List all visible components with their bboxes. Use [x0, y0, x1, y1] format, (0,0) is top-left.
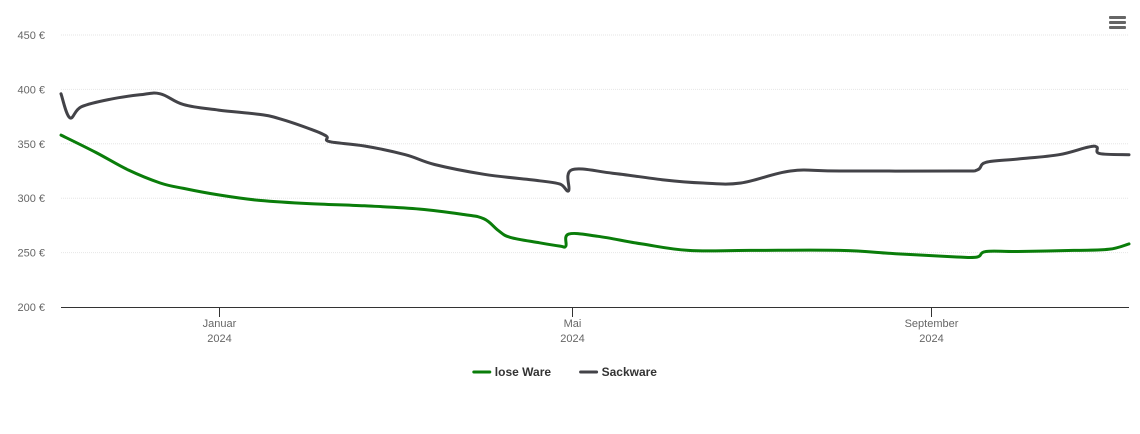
- legend-item[interactable]: Sackware: [579, 365, 658, 379]
- hamburger-menu-icon[interactable]: [1106, 12, 1130, 34]
- y-tick-label: 400 €: [17, 84, 45, 96]
- legend-item[interactable]: lose Ware: [472, 365, 552, 379]
- x-axis-ticks: Januar 2024 Mai 2024 September 2024: [203, 307, 959, 345]
- x-tick-month: Januar: [203, 318, 237, 330]
- legend[interactable]: lose Ware Sackware: [472, 365, 658, 379]
- x-tick-year: 2024: [207, 333, 231, 345]
- y-tick-label: 250 €: [17, 248, 45, 260]
- x-tick-month: Mai: [564, 318, 582, 330]
- y-tick-label: 350 €: [17, 139, 45, 151]
- series-line[interactable]: [59, 91, 1131, 193]
- y-tick-label: 450 €: [17, 30, 45, 42]
- y-axis-labels: 200 € 250 € 300 € 350 € 400 € 450 €: [17, 30, 45, 314]
- grid-lines: [61, 34, 1129, 254]
- x-tick-month: September: [905, 318, 959, 330]
- x-tick-year: 2024: [560, 333, 584, 345]
- y-tick-label: 200 €: [17, 302, 45, 314]
- y-tick-label: 300 €: [17, 193, 45, 205]
- series-line[interactable]: [59, 133, 1131, 260]
- x-tick-year: 2024: [919, 333, 943, 345]
- legend-label: lose Ware: [495, 365, 552, 379]
- series-lines[interactable]: [59, 91, 1131, 260]
- legend-label: Sackware: [602, 365, 658, 379]
